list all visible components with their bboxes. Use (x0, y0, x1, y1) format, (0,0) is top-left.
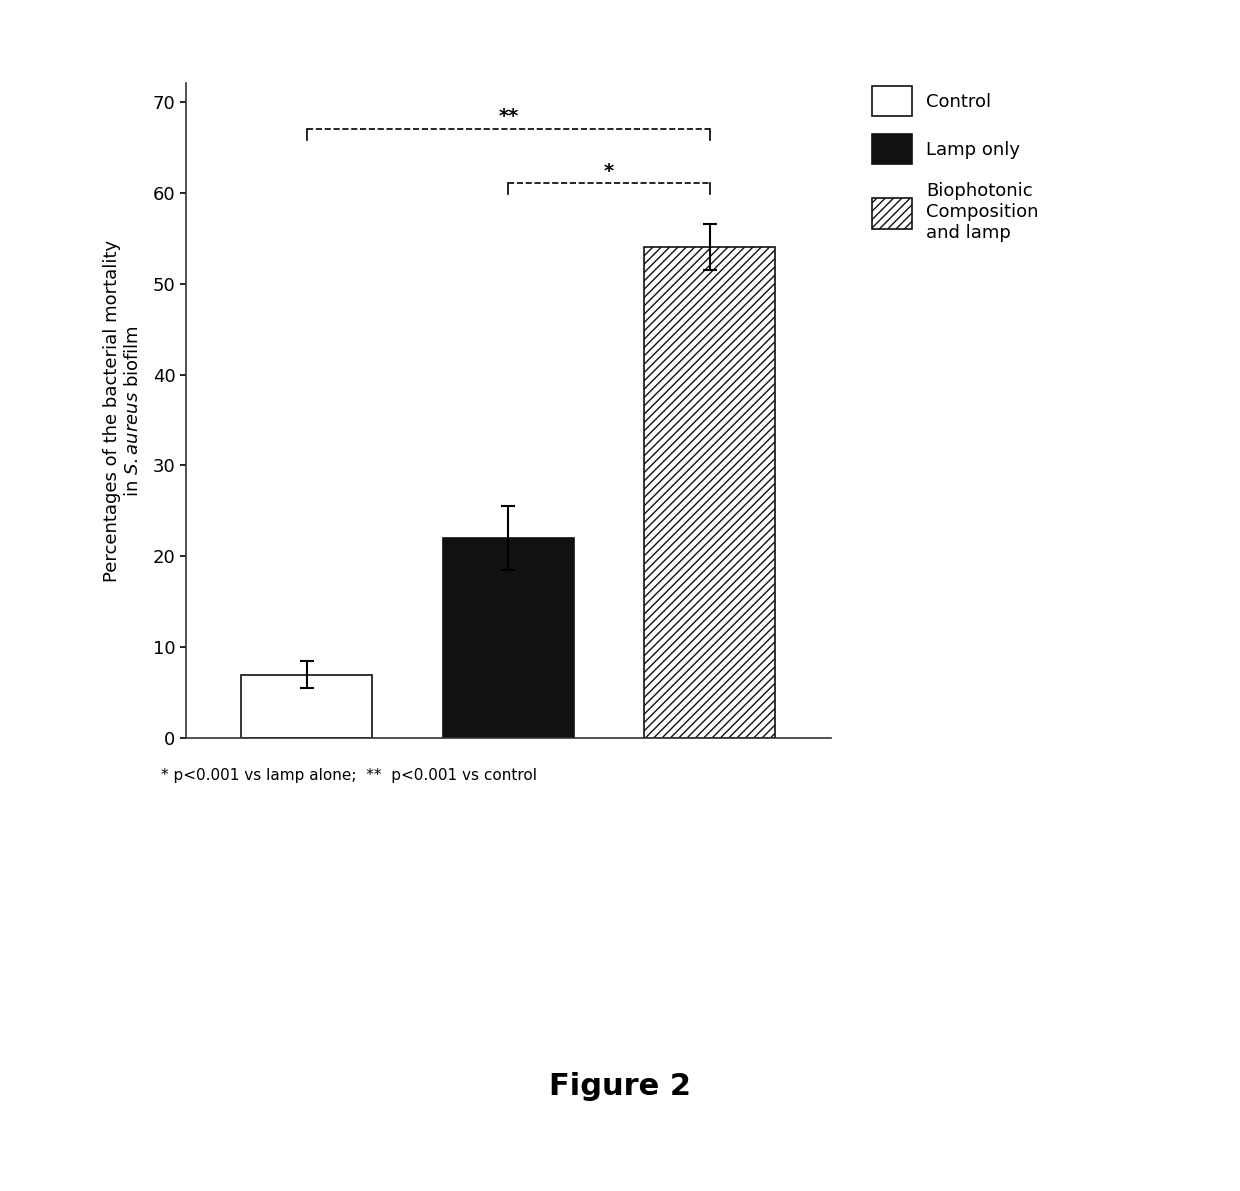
Y-axis label: Percentages of the bacterial mortality
in $\it{S. aureus}$ biofilm: Percentages of the bacterial mortality i… (103, 239, 141, 582)
Text: *: * (604, 162, 614, 181)
Text: * p<0.001 vs lamp alone;  **  p<0.001 vs control: * p<0.001 vs lamp alone; ** p<0.001 vs c… (161, 768, 537, 784)
Text: **: ** (498, 107, 518, 126)
Text: Figure 2: Figure 2 (549, 1072, 691, 1100)
Legend: Control, Lamp only, Biophotonic
Composition
and lamp: Control, Lamp only, Biophotonic Composit… (872, 86, 1039, 242)
Bar (443, 538, 574, 738)
Bar (645, 248, 775, 738)
Bar (242, 675, 372, 738)
